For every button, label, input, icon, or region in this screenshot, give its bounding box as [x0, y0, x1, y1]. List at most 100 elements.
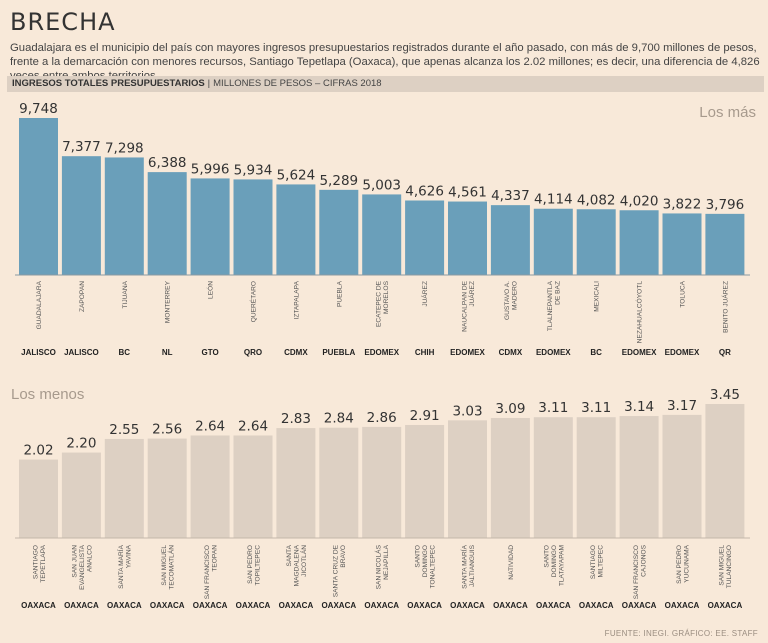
top-value-label: 5,996	[191, 161, 230, 177]
chart-title: BRECHA	[10, 8, 116, 36]
bottom-category-label: JALTIANGUIS	[469, 544, 476, 587]
top-category-label: MEXICALI	[594, 281, 601, 312]
top-category-label: TIJUANA	[122, 280, 129, 308]
bottom-value-label: 2.02	[23, 443, 53, 459]
bottom-category-label: SANTA CRUZ DE	[333, 544, 340, 597]
top-category-label: BENITO JUÁREZ	[720, 281, 729, 333]
section-label-most: Los más	[699, 104, 756, 121]
bottom-category-label: TEOPAN	[211, 545, 218, 572]
bottom-category-label: CAJONOS	[640, 544, 647, 576]
top-category-label: NEZAHUALCÓYOTL	[635, 281, 644, 344]
chart-subtitle: Guadalajara es el municipio del país con…	[10, 42, 760, 82]
bottom-value-label: 2.86	[367, 410, 397, 426]
bottom-bar	[319, 427, 359, 538]
bottom-bar	[233, 435, 273, 538]
top-state-label: EDOMEX	[450, 348, 485, 357]
bottom-value-label: 2.56	[152, 422, 182, 438]
top-state-label: CHIH	[415, 348, 435, 357]
source-note: FUENTE: INEGI. GRÁFICO: EE. STAFF	[604, 629, 758, 638]
top-category-label: PUEBLA	[336, 280, 343, 307]
top-value-label: 9,748	[19, 101, 58, 117]
top-value-label: 3,796	[706, 197, 745, 213]
bottom-category-label: SANTO	[543, 545, 550, 568]
top-value-label: 4,114	[534, 192, 573, 208]
top-category-label: ECATEPEC DE	[375, 280, 382, 327]
measure-units: MILLONES DE PESOS – CIFRAS 2018	[213, 78, 382, 89]
top-value-label: 5,624	[277, 167, 316, 183]
bottom-state-label: OAXACA	[279, 601, 314, 610]
top-category-label: ZAPOPAN	[79, 281, 86, 312]
top-category-label: QUERÉTARO	[249, 281, 258, 322]
bottom-category-label: BRAVO	[340, 545, 347, 568]
bottom-bar	[448, 420, 487, 538]
measure-band: INGRESOS TOTALES PRESUPUESTARIOS | MILLONE…	[7, 76, 764, 92]
bottom-category-label: YUCUNAMA	[683, 544, 690, 582]
bottom-state-label: OAXACA	[150, 601, 185, 610]
bottom-category-label: SAN PEDRO	[676, 545, 683, 584]
top-state-label: PUEBLA	[322, 348, 355, 357]
bottom-state-label: OAXACA	[536, 601, 571, 610]
bottom-category-label: DOMINGO	[551, 545, 558, 577]
top-category-label: TOLUCA	[680, 280, 687, 307]
bottom-state-label: OAXACA	[708, 601, 743, 610]
top-bar	[490, 205, 530, 275]
measure-title: INGRESOS TOTALES PRESUPUESTARIOS	[12, 78, 205, 89]
bottom-category-label: SAN MIGUEL	[161, 545, 168, 586]
bottom-category-label: TONALTEPEC	[430, 545, 437, 589]
bottom-state-label: OAXACA	[21, 601, 56, 610]
bottom-state-label: OAXACA	[364, 601, 399, 610]
bottom-category-label: YAVINA	[126, 544, 133, 568]
bottom-state-label: OAXACA	[64, 601, 99, 610]
bottom-state-label: OAXACA	[622, 601, 657, 610]
top-value-label: 5,934	[234, 162, 273, 178]
top-bar	[619, 210, 659, 275]
bottom-bar	[147, 438, 187, 538]
top-value-label: 5,289	[319, 173, 358, 189]
top-category-label: JUÁREZ	[420, 281, 429, 307]
bottom-state-label: OAXACA	[321, 601, 356, 610]
bottom-state-label: OAXACA	[193, 601, 228, 610]
top-state-label: NL	[162, 348, 173, 357]
top-value-label: 5,003	[362, 177, 401, 193]
bottom-value-label: 3.17	[667, 398, 697, 414]
top-category-label: GUADALAJARA	[36, 280, 43, 329]
bottom-state-label: OAXACA	[665, 601, 700, 610]
bottom-state-label: OAXACA	[107, 601, 142, 610]
top-bar	[19, 118, 58, 275]
bottom-value-label: 3.14	[624, 399, 654, 415]
bottom-value-label: 2.20	[66, 436, 96, 452]
bottom-value-label: 3.03	[452, 403, 482, 419]
measure-separator: |	[207, 78, 211, 89]
top-state-label: JALISCO	[64, 348, 99, 357]
top-bar	[533, 208, 573, 275]
bottom-category-label: TLATAYAPAM	[558, 545, 565, 586]
bottom-value-label: 2.55	[109, 422, 139, 438]
top-category-label: DE BAZ	[555, 281, 562, 305]
top-state-label: QR	[719, 348, 731, 357]
top-value-label: 4,020	[620, 193, 659, 209]
bottom-bar	[362, 426, 402, 538]
top-state-label: EDOMEX	[665, 348, 700, 357]
top-state-label: EDOMEX	[536, 348, 571, 357]
top-bar	[319, 189, 359, 275]
top-bar	[576, 209, 616, 275]
top-bar	[61, 156, 101, 275]
bottom-category-label: JICOTLÁN	[299, 545, 308, 577]
top-value-label: 3,822	[663, 196, 702, 212]
bottom-bar	[19, 459, 58, 538]
bottom-category-label: SANTA MARÍA	[116, 544, 125, 588]
bottom-bar	[619, 416, 659, 538]
top-bar	[448, 201, 487, 275]
top-state-label: BC	[119, 348, 131, 357]
bottom-category-label: SAN MIGUEL	[719, 545, 726, 586]
bottom-state-label: OAXACA	[236, 601, 271, 610]
bottom-value-label: 2.83	[281, 411, 311, 427]
bottom-value-label: 2.64	[238, 418, 268, 434]
bottom-bar	[61, 452, 101, 538]
bottom-category-label: TULANCINGO	[726, 545, 733, 588]
bottom-category-label: TOPILTEPEC	[254, 545, 261, 586]
top-value-label: 4,337	[491, 188, 530, 204]
top-state-label: CDMX	[284, 348, 308, 357]
top-state-label: QRO	[244, 348, 262, 357]
bottom-value-label: 3.11	[581, 400, 611, 416]
